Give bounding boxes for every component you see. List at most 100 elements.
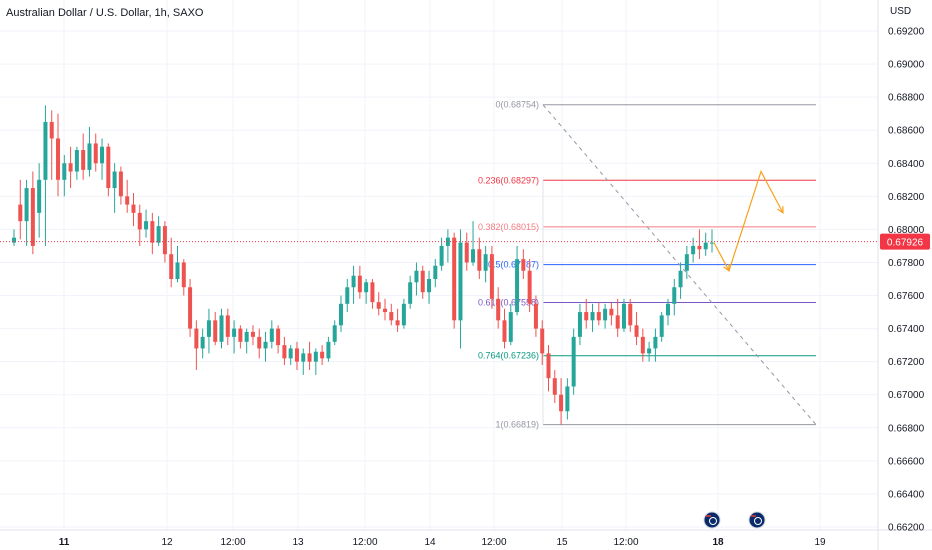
economic-event-flag-icon[interactable] [748, 511, 766, 529]
candle [56, 113, 61, 197]
candle [194, 320, 199, 370]
candle [282, 336, 287, 365]
x-tick-label: 12 [161, 537, 173, 548]
trendline[interactable] [542, 104, 817, 425]
candle [615, 298, 620, 337]
candle [219, 308, 224, 349]
y-tick-label: 0.69000 [888, 60, 925, 71]
candles [12, 105, 714, 425]
y-tick-label: 0.68400 [888, 159, 925, 170]
candle [640, 328, 645, 362]
candle [477, 237, 482, 279]
candle [496, 287, 501, 329]
projection-arrowhead [777, 206, 784, 215]
x-tick-label: 18 [712, 537, 724, 548]
candle [647, 341, 652, 362]
candle [18, 179, 23, 240]
candle [502, 308, 507, 349]
fib-level-label: 0.618(0.67558) [478, 297, 539, 307]
candle [49, 110, 54, 180]
candle [188, 279, 193, 337]
candle [445, 229, 450, 263]
candle [43, 105, 48, 246]
candle [420, 265, 425, 299]
candle [565, 378, 570, 420]
candle [471, 221, 476, 266]
candle [653, 328, 658, 362]
candle [439, 237, 444, 271]
candle [276, 325, 281, 354]
candle [351, 265, 356, 304]
candle [307, 341, 312, 370]
y-tick-label: 0.67600 [888, 291, 925, 302]
y-tick-label: 0.67200 [888, 357, 925, 368]
last-price-text: 0.67926 [887, 238, 924, 249]
candle [200, 328, 205, 359]
candle [533, 295, 538, 337]
candle [288, 345, 293, 365]
candle [213, 312, 218, 346]
x-tick-label: 19 [814, 537, 826, 548]
candle [12, 229, 16, 246]
candle [546, 345, 551, 392]
candle [697, 229, 702, 260]
candle [118, 166, 123, 205]
last-price-badge [880, 233, 930, 250]
candle [244, 328, 249, 354]
fibonacci-retracement[interactable]: 0(0.68754) 0.236(0.68297) 0.382(0.68015) 0.… [478, 100, 816, 430]
candle [427, 270, 432, 304]
last-price-line: 0.67926 [0, 233, 930, 250]
x-axis[interactable]: 11 12 12:00 13 12:00 14 12:00 15 12:00 18 19 [59, 537, 826, 548]
candle [458, 229, 463, 349]
projection-polyline[interactable] [713, 170, 784, 273]
candle [571, 328, 576, 395]
candle [515, 245, 520, 316]
candle [345, 279, 350, 313]
candle [703, 232, 708, 256]
candle [452, 232, 457, 329]
x-tick-label: 11 [59, 537, 70, 548]
candle [257, 328, 262, 359]
projection-path[interactable] [713, 170, 784, 273]
y-tick-label: 0.68800 [888, 93, 925, 104]
fib-level-label: 0.382(0.68015) [478, 222, 539, 232]
candle [401, 298, 406, 329]
candle [320, 345, 325, 365]
x-tick-label: 12:00 [220, 537, 245, 548]
fib-trendline[interactable] [542, 104, 817, 425]
y-axis[interactable]: 0.69200 0.69000 0.68800 0.68600 0.68400 0.682… [888, 27, 925, 534]
candle [483, 245, 488, 283]
candle [628, 298, 633, 332]
currency-label: USD [890, 6, 911, 17]
candle [131, 193, 136, 227]
candle [584, 298, 589, 329]
candle [521, 249, 526, 279]
candle [552, 369, 557, 403]
economic-event-flag-icon[interactable] [703, 511, 721, 529]
candle [238, 325, 243, 349]
candle [137, 204, 142, 246]
y-tick-label: 0.66600 [888, 456, 925, 467]
candle [206, 308, 211, 354]
x-tick-label: 13 [292, 537, 304, 548]
candle [125, 179, 130, 213]
candle [144, 209, 149, 238]
candle [684, 245, 689, 279]
candle [414, 262, 419, 296]
candle [68, 146, 73, 189]
candle [678, 262, 683, 299]
candle [263, 331, 268, 362]
fib-level-label: 0.5(0.67787) [488, 260, 539, 270]
candle [590, 303, 595, 332]
candle [81, 133, 86, 180]
chart-title: Australian Dollar / U.S. Dollar, 1h, SAX… [6, 7, 204, 19]
projection-arrowhead [723, 264, 730, 272]
candle [383, 298, 388, 321]
y-tick-label: 0.66800 [888, 423, 925, 434]
candle [100, 138, 105, 180]
candle [150, 212, 155, 255]
event-markers[interactable] [703, 511, 766, 529]
fib-level-label: 0.764(0.67236) [478, 351, 539, 361]
x-tick-label: 14 [424, 537, 436, 548]
